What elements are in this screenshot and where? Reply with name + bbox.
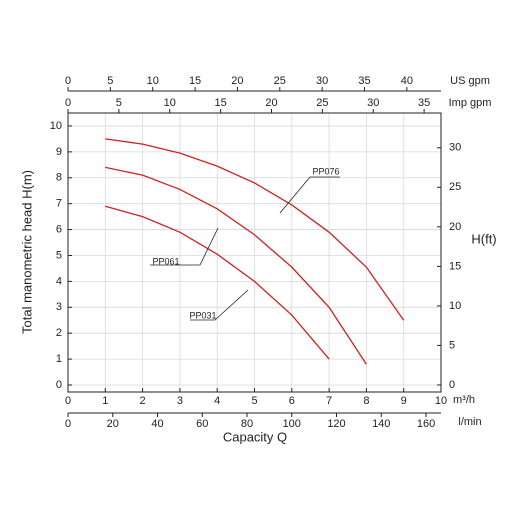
secondary-tick-label: 60 xyxy=(196,418,208,430)
leader-line xyxy=(190,289,249,321)
y-tick-label: 6 xyxy=(56,223,62,235)
secondary-tick-label: 10 xyxy=(164,97,176,109)
secondary-tick-label: 25 xyxy=(274,75,286,87)
x-tick-label: 0 xyxy=(65,395,71,407)
secondary-tick-label: 30 xyxy=(367,97,379,109)
y2-tick-label: 15 xyxy=(449,260,461,272)
secondary-tick-label: 0 xyxy=(65,75,71,87)
secondary-tick-label: 20 xyxy=(265,97,277,109)
y-tick-label: 10 xyxy=(50,120,62,132)
secondary-tick-label: 0 xyxy=(65,418,71,430)
y2-tick-label: 30 xyxy=(449,142,461,154)
secondary-tick-label: 20 xyxy=(231,75,243,87)
x-axis-title: Capacity Q xyxy=(223,429,287,444)
secondary-tick-label: 100 xyxy=(283,418,301,430)
y2-tick-label: 5 xyxy=(449,339,455,351)
x-tick-label: 8 xyxy=(363,395,369,407)
y-tick-label: 7 xyxy=(56,198,62,210)
secondary-tick-label: 35 xyxy=(418,97,430,109)
leader-line xyxy=(279,176,340,214)
secondary-tick-label: 20 xyxy=(107,418,119,430)
x-axis-unit: m³/h xyxy=(453,394,475,406)
secondary-tick-label: 40 xyxy=(401,75,413,87)
series-label: PP031 xyxy=(189,310,216,320)
secondary-tick-label: 15 xyxy=(189,75,201,87)
y-tick-label: 8 xyxy=(56,172,62,184)
secondary-tick-label: 35 xyxy=(358,75,370,87)
secondary-tick-label: 120 xyxy=(327,418,345,430)
x-tick-label: 6 xyxy=(289,395,295,407)
curve xyxy=(105,138,405,321)
secondary-tick-label: 10 xyxy=(147,75,159,87)
y2-tick-label: 0 xyxy=(449,379,455,391)
secondary-tick-label: 5 xyxy=(116,97,122,109)
secondary-tick-label: 0 xyxy=(65,97,71,109)
secondary-tick-label: 40 xyxy=(151,418,163,430)
x-tick-label: 5 xyxy=(251,395,257,407)
secondary-tick-label: 140 xyxy=(372,418,390,430)
x-tick-label: 9 xyxy=(401,395,407,407)
secondary-tick-label: 80 xyxy=(241,418,253,430)
leader-line xyxy=(150,227,219,266)
x-tick-label: 1 xyxy=(102,395,108,407)
x-tick-label: 7 xyxy=(326,395,332,407)
y-tick-label: 1 xyxy=(56,353,62,365)
secondary-axis-unit: US gpm xyxy=(450,75,490,87)
secondary-tick-label: 30 xyxy=(316,75,328,87)
x-tick-label: 10 xyxy=(435,395,447,407)
x-tick-label: 2 xyxy=(140,395,146,407)
y-tick-label: 3 xyxy=(56,301,62,313)
y-axis-title: Total manometric head H(m) xyxy=(19,170,34,334)
series-label: PP061 xyxy=(152,256,179,266)
secondary-axis-unit: Imp gpm xyxy=(449,97,492,109)
secondary-axis-unit: l/min xyxy=(458,416,481,428)
secondary-tick-label: 25 xyxy=(316,97,328,109)
x-tick-label: 3 xyxy=(177,395,183,407)
curve xyxy=(105,166,367,365)
y2-tick-label: 10 xyxy=(449,300,461,312)
secondary-tick-label: 160 xyxy=(417,418,435,430)
y2-axis-title: H(ft) xyxy=(471,231,496,246)
curve xyxy=(105,205,330,360)
secondary-tick-label: 5 xyxy=(107,75,113,87)
y-tick-label: 4 xyxy=(56,275,62,287)
x-tick-label: 4 xyxy=(214,395,220,407)
y-tick-label: 2 xyxy=(56,327,62,339)
y2-tick-label: 20 xyxy=(449,221,461,233)
y-tick-label: 0 xyxy=(56,379,62,391)
y-tick-label: 9 xyxy=(56,146,62,158)
series-label: PP076 xyxy=(312,166,339,176)
y-tick-label: 5 xyxy=(56,249,62,261)
y2-tick-label: 25 xyxy=(449,181,461,193)
secondary-tick-label: 15 xyxy=(214,97,226,109)
